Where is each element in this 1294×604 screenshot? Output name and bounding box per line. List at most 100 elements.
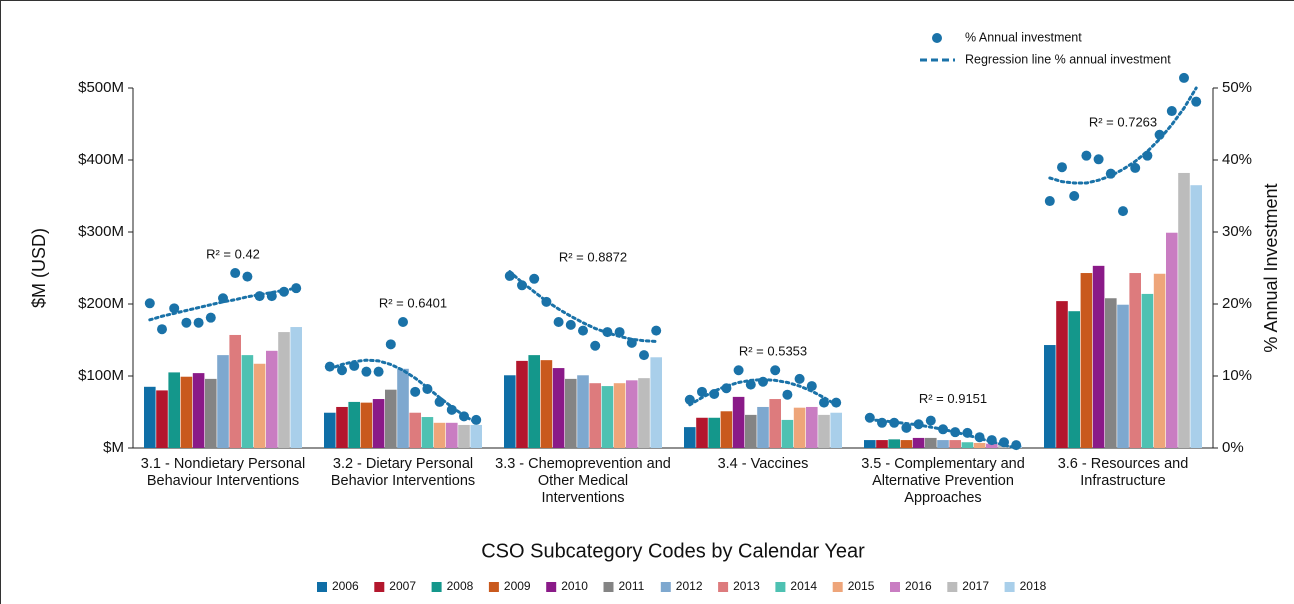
bar	[504, 375, 516, 448]
bar	[372, 399, 385, 448]
percent-point	[157, 324, 167, 335]
bar	[470, 424, 482, 448]
percent-point	[1166, 106, 1177, 117]
bar	[397, 368, 409, 448]
percent-point	[1191, 96, 1202, 107]
r-squared: R² = 0.9151	[919, 391, 987, 406]
legend-marker	[932, 33, 942, 43]
bar	[156, 390, 168, 448]
regression-line	[868, 418, 1018, 450]
bar	[888, 439, 900, 448]
x-tick-label: 3.5 - Complementary and Alternative Prev…	[861, 456, 1025, 506]
bar	[925, 437, 937, 448]
r-squared: R² = 0.7263	[1089, 114, 1157, 129]
bar	[266, 350, 278, 448]
bar	[696, 417, 708, 448]
bar	[818, 414, 830, 448]
legend-swatch	[488, 582, 499, 592]
regression-line	[328, 358, 478, 425]
legend-swatch	[431, 582, 442, 592]
legend-swatch	[603, 582, 614, 592]
bar	[613, 383, 626, 448]
percent-point	[1130, 162, 1141, 173]
bar	[360, 402, 373, 448]
y-tick-label: $500M	[78, 79, 124, 96]
legend-label: 2007	[389, 579, 416, 593]
bar	[1056, 301, 1068, 448]
bar	[961, 442, 974, 448]
percent-point	[733, 365, 744, 376]
percent-point	[1118, 206, 1128, 217]
percent-point	[398, 317, 408, 327]
legend-label: 2018	[1020, 579, 1047, 593]
bar	[626, 380, 638, 448]
bar	[421, 417, 434, 448]
bar	[589, 383, 601, 448]
bar	[540, 360, 553, 448]
bar	[732, 396, 745, 448]
legend-label: 2008	[447, 579, 474, 593]
y-tick-label: $100M	[78, 367, 124, 384]
percent-point	[590, 340, 601, 351]
legend-swatch	[660, 582, 671, 592]
legend-swatch	[317, 582, 327, 592]
percent-point	[242, 271, 253, 282]
percent-point	[337, 365, 347, 376]
bar	[986, 443, 998, 448]
bar	[949, 440, 961, 448]
legend-label: 2011	[619, 579, 645, 593]
percent-point	[1044, 196, 1055, 207]
percent-point	[291, 283, 302, 294]
legend-label: Regression line % annual investment	[965, 52, 1171, 66]
legend-swatch	[832, 582, 843, 592]
x-tick-label: 3.3 - Chemoprevention and Other Medical …	[495, 456, 671, 506]
y-tick-label: $400M	[78, 151, 124, 168]
bar	[348, 401, 360, 448]
bar	[720, 411, 733, 448]
legend-swatch	[775, 582, 786, 592]
percent-point	[794, 373, 805, 384]
legend-swatch	[374, 582, 385, 592]
bar	[1080, 273, 1093, 448]
x-tick-label: 3.4 - Vaccines	[717, 456, 809, 472]
bar	[385, 389, 397, 448]
percent-point	[651, 325, 662, 336]
legend-label: 2016	[905, 579, 932, 593]
legend-label: 2009	[504, 579, 531, 593]
regression-line	[688, 378, 838, 407]
percent-point	[205, 312, 216, 323]
r-squared: R² = 0.5353	[739, 344, 807, 359]
percent-point	[529, 273, 540, 284]
percent-point	[770, 365, 781, 376]
percent-point	[169, 303, 180, 314]
bar	[241, 355, 254, 448]
bar	[336, 406, 348, 448]
bar	[781, 419, 794, 448]
bar	[1166, 232, 1178, 448]
bar	[409, 412, 421, 448]
percent-point	[697, 386, 707, 397]
percent-point	[1069, 191, 1080, 201]
x-tick-label: 3.6 - Resources and Infrastructure	[1057, 456, 1189, 489]
y-tick-label: $300M	[78, 223, 124, 240]
bar	[205, 378, 217, 448]
bar	[1190, 185, 1202, 448]
bar	[864, 440, 876, 448]
r-squared: R² = 0.8872	[559, 249, 627, 264]
percent-point	[639, 350, 649, 361]
bar	[1178, 172, 1190, 448]
bar	[433, 422, 446, 448]
bar	[708, 417, 720, 448]
bar	[900, 440, 913, 448]
bar	[1129, 273, 1141, 448]
bar	[168, 372, 180, 448]
y2-tick-label: 0%	[1222, 439, 1244, 456]
percent-point	[361, 366, 372, 377]
percent-point	[1093, 154, 1104, 165]
y2-tick-label: 20%	[1222, 295, 1252, 312]
bar	[565, 378, 577, 448]
percent-point	[831, 397, 842, 408]
bar	[458, 424, 470, 448]
